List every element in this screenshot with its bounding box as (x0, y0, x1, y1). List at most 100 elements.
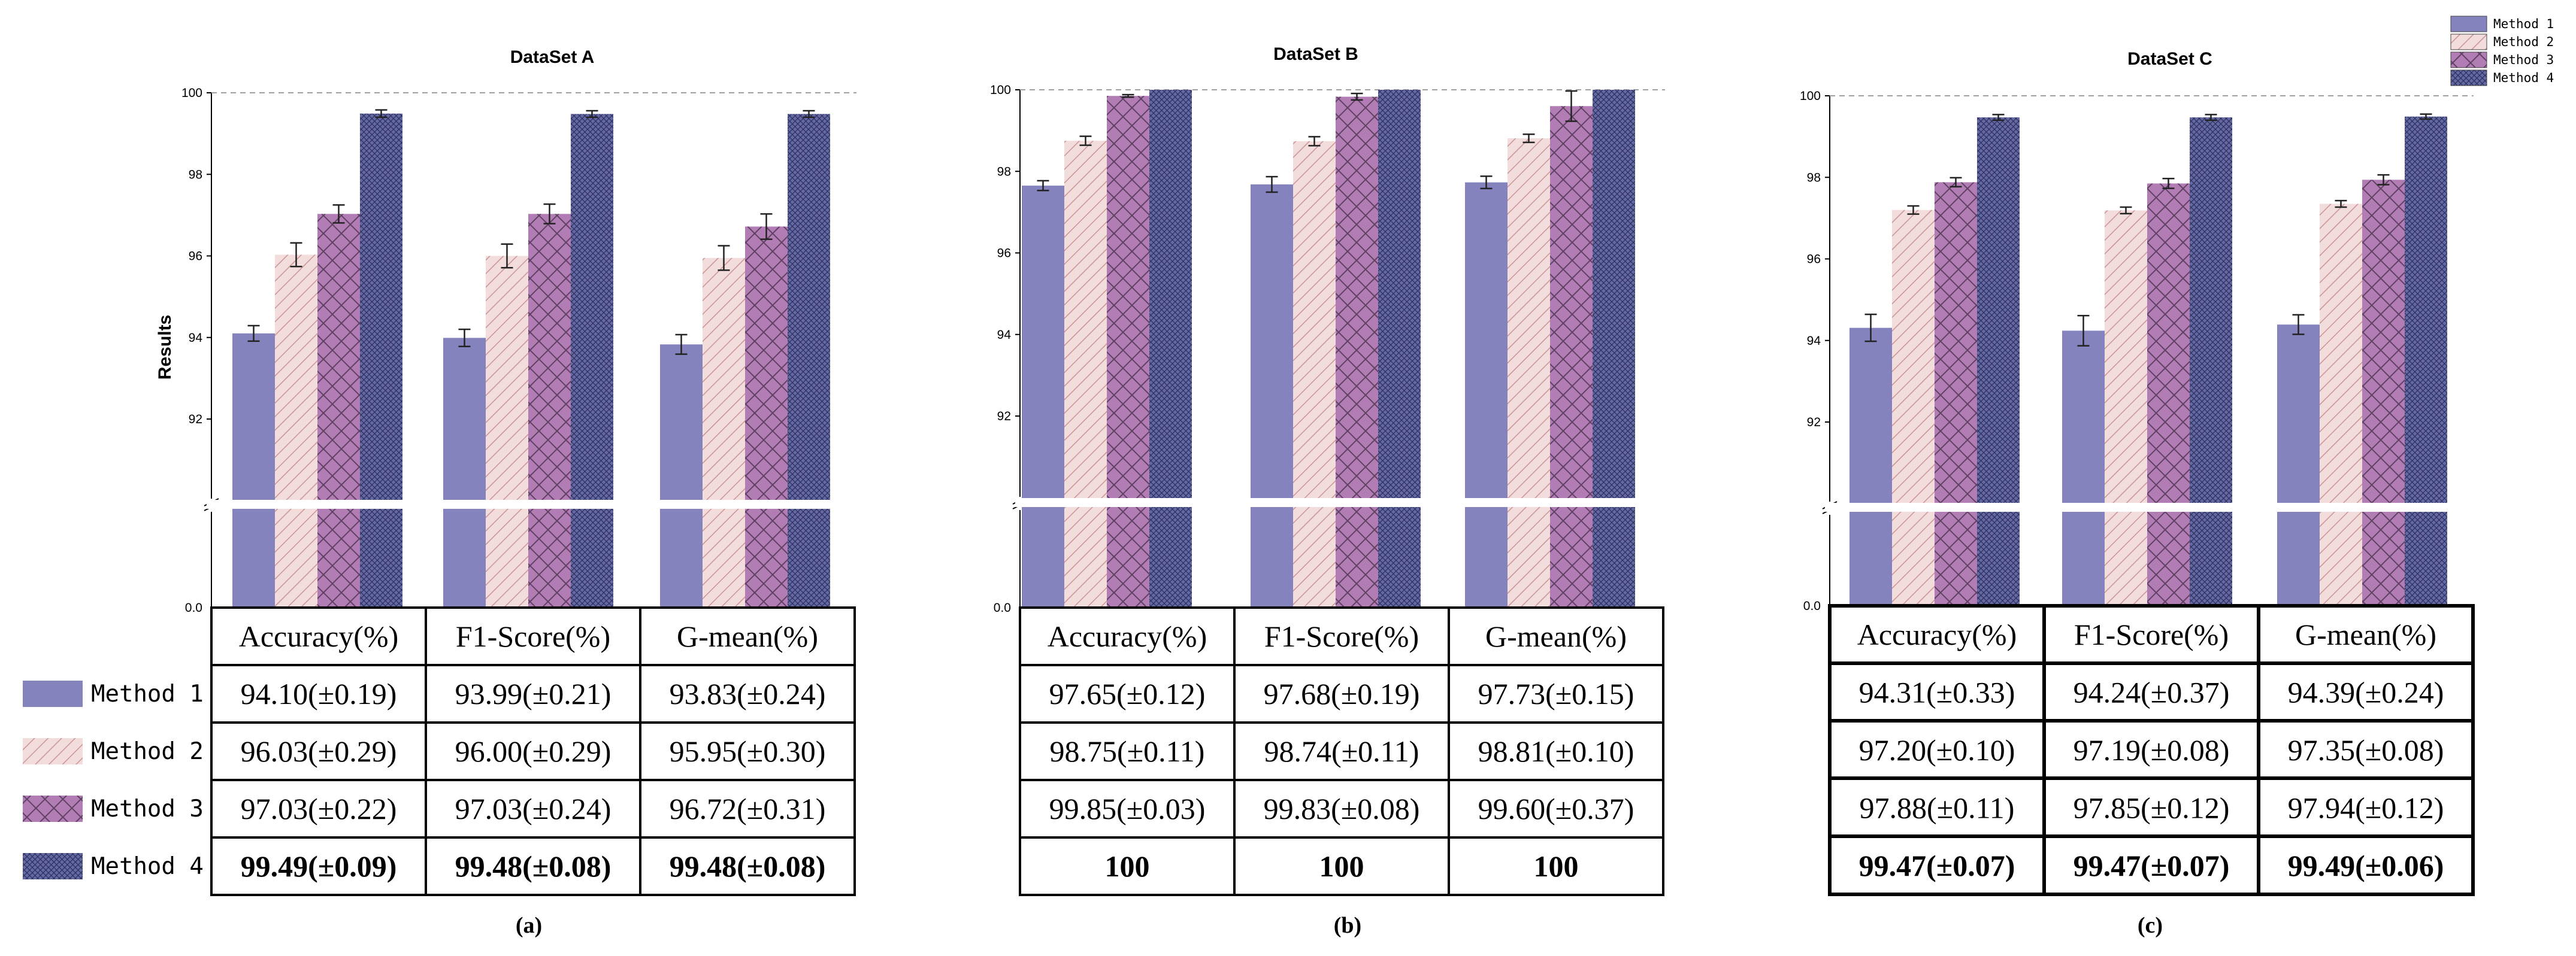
bar-method-3-accuracy (317, 214, 360, 608)
table-cell-method-3-accuracy: 99.85(±0.03) (1049, 792, 1206, 826)
table-cell-method-1-accuracy: 97.65(±0.12) (1049, 677, 1206, 711)
bar-method-2-f1-score (1293, 141, 1336, 608)
table-cell-method-3-g-mean: 99.60(±0.37) (1478, 792, 1634, 826)
error-bar-method-2-f1-score (2120, 206, 2132, 215)
bar-method-4-f1-score (1378, 90, 1421, 608)
table-swatch-method-1 (23, 681, 83, 707)
bar-method-3-accuracy (1935, 182, 1977, 606)
bar-method-3-f1-score (2147, 183, 2190, 606)
table-header-g-mean: G-mean(%) (677, 620, 818, 653)
chart-a-bars (232, 109, 830, 608)
error-bar-method-2-accuracy (1907, 205, 1920, 215)
table-header-accuracy: Accuracy(%) (1048, 620, 1207, 653)
chart-c-bars (1849, 113, 2447, 606)
bar-method-2-accuracy (1064, 141, 1107, 608)
legend-label-method-3: Method 3 (2493, 53, 2554, 67)
error-bar-method-3-accuracy (1950, 177, 1962, 188)
legend: Method 1 Method 2 Method 3 Method 4 (2450, 16, 2554, 86)
y-tick-label: 98 (189, 168, 202, 181)
table-swatch-method-4 (23, 853, 83, 879)
y-tick-label: 96 (189, 250, 202, 263)
bar-method-1-accuracy (232, 333, 275, 608)
bar-method-2-accuracy (1892, 210, 1935, 606)
error-bar-method-1-accuracy (1864, 313, 1877, 342)
y-tick-label: 96 (997, 247, 1011, 260)
bar-method-4-g-mean (788, 114, 830, 608)
bar-method-4-g-mean (1593, 90, 1635, 608)
error-bar-method-3-f1-score (1351, 92, 1363, 101)
y-tick-label: 94 (1807, 334, 1821, 348)
y-tick-label: 98 (997, 165, 1011, 178)
table-cell-method-4-g-mean: 100 (1534, 849, 1579, 883)
chart-c: DataSet C 92 94 96 98 100 0.0 Accuracy(%) F1-S… (1800, 49, 2478, 938)
error-bar-method-3-g-mean (760, 213, 773, 240)
y-tick-label: 100 (181, 86, 202, 100)
error-bar-method-1-accuracy (247, 324, 260, 342)
error-bar-method-1-f1-score (1266, 175, 1278, 193)
table-cell-method-1-f1-score: 93.99(±0.21) (455, 677, 612, 711)
chart-c-table: Accuracy(%) F1-Score(%) G-mean(%) 94.31(±0.… (1828, 604, 2475, 896)
table-cell-method-4-accuracy: 99.49(±0.09) (241, 849, 397, 883)
error-bar-method-1-g-mean (1480, 175, 1493, 190)
table-cell-method-3-accuracy: 97.03(±0.22) (241, 792, 397, 826)
bar-method-2-accuracy (275, 254, 317, 608)
bar-method-2-f1-score (486, 256, 528, 608)
bar-method-4-accuracy (360, 113, 402, 608)
chart-b-bars (1022, 90, 1635, 608)
table-row-label-method-4: Method 4 (91, 853, 204, 880)
bar-method-4-f1-score (2190, 117, 2232, 606)
table-cell-method-2-accuracy: 98.75(±0.11) (1050, 735, 1205, 768)
bar-method-4-g-mean (2405, 116, 2447, 606)
table-cell-method-2-accuracy: 96.03(±0.29) (241, 735, 397, 768)
chart-a-axis: 92 94 96 98 100 0.0 (181, 86, 856, 615)
table-header-g-mean: G-mean(%) (1485, 620, 1627, 653)
error-bar-method-2-accuracy (1079, 135, 1092, 146)
legend-swatch-method-1 (2450, 16, 2487, 32)
table-cell-method-3-g-mean: 96.72(±0.31) (670, 792, 826, 826)
legend-label-method-2: Method 2 (2493, 35, 2554, 49)
table-cell-method-4-accuracy: 100 (1105, 849, 1150, 883)
bar-method-2-f1-score (2105, 210, 2147, 606)
error-bar-method-3-g-mean (2377, 174, 2390, 186)
chart-c-caption: (c) (2138, 913, 2163, 938)
table-cell-method-1-f1-score: 94.24(±0.37) (2073, 676, 2230, 709)
error-bar-method-2-g-mean (718, 245, 730, 271)
error-bar-method-3-accuracy (1122, 93, 1134, 98)
chart-b-title: DataSet B (1273, 44, 1358, 64)
table-cell-method-1-g-mean: 94.39(±0.24) (2288, 676, 2444, 709)
table-cell-method-4-f1-score: 99.47(±0.07) (2073, 849, 2230, 882)
bar-method-1-accuracy (1849, 327, 1892, 606)
table-cell-method-2-g-mean: 97.35(±0.08) (2288, 733, 2444, 767)
y-tick-label: 98 (1807, 171, 1821, 184)
y-tick-label-zero: 0.0 (185, 601, 202, 615)
chart-a-title: DataSet A (510, 47, 595, 67)
chart-a: DataSet A Results 92 94 96 98 100 0.0 Accurac… (23, 47, 859, 938)
chart-c-axis: 92 94 96 98 100 0.0 (1800, 89, 2474, 613)
table-cell-method-2-f1-score: 98.74(±0.11) (1264, 735, 1419, 768)
table-cell-method-4-accuracy: 99.47(±0.07) (1859, 849, 2015, 882)
table-header-accuracy: Accuracy(%) (1857, 618, 2017, 651)
bar-method-3-g-mean (745, 226, 788, 608)
error-bar-method-4-f1-score (2205, 114, 2217, 122)
chart-a-caption: (a) (516, 913, 542, 938)
error-bar-method-4-accuracy (375, 109, 388, 119)
y-axis-label: Results (155, 315, 175, 380)
table-header-g-mean: G-mean(%) (2295, 618, 2436, 651)
table-row-label-method-2: Method 2 (91, 738, 204, 765)
error-bar-method-3-f1-score (543, 203, 556, 224)
bar-method-4-accuracy (1977, 117, 2020, 606)
table-cell-method-1-accuracy: 94.10(±0.19) (241, 677, 397, 711)
table-cell-method-1-f1-score: 97.68(±0.19) (1264, 677, 1420, 711)
bar-method-1-f1-score (443, 338, 486, 608)
table-cell-method-4-f1-score: 100 (1319, 849, 1364, 883)
table-cell-method-3-f1-score: 97.85(±0.12) (2073, 791, 2230, 824)
error-bar-method-1-g-mean (2292, 314, 2305, 335)
table-cell-method-2-f1-score: 97.19(±0.08) (2073, 733, 2230, 767)
table-cell-method-2-g-mean: 95.95(±0.30) (670, 735, 826, 768)
y-tick-label: 92 (997, 409, 1011, 423)
error-bar-method-2-f1-score (1308, 136, 1321, 147)
table-cell-method-3-accuracy: 97.88(±0.11) (1860, 791, 2015, 824)
table-cell-method-3-f1-score: 97.03(±0.24) (455, 792, 612, 826)
error-bar-method-3-f1-score (2162, 178, 2175, 189)
table-cell-method-2-accuracy: 97.20(±0.10) (1859, 733, 2015, 767)
